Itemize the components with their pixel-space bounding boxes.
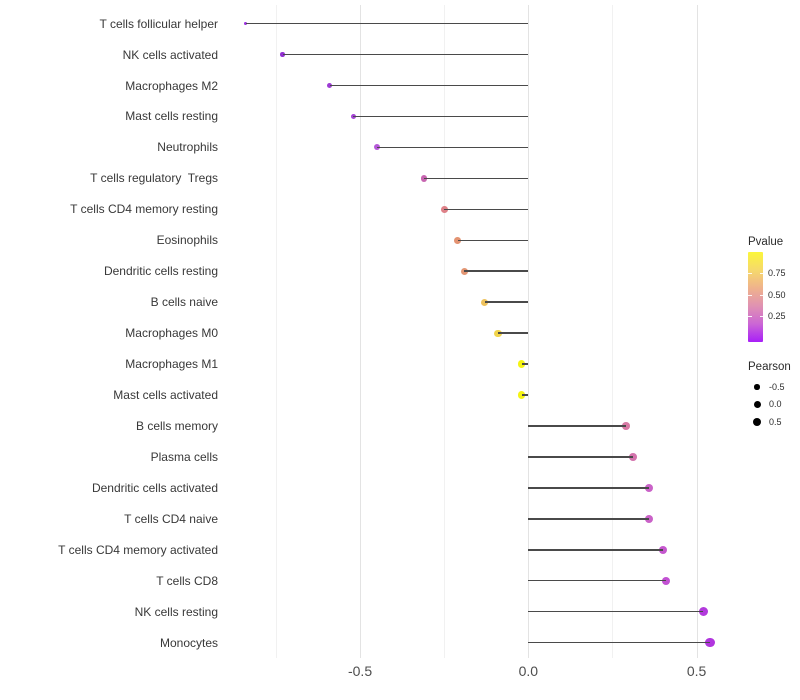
gridline-minor — [612, 5, 614, 658]
category-label: Eosinophils — [156, 233, 218, 248]
lollipop-dot — [645, 514, 654, 523]
gridline-minor — [444, 5, 446, 658]
lollipop-dot — [517, 391, 526, 399]
pearson-size-label: 0.0 — [769, 399, 782, 409]
colorbar-tick-label: 0.75 — [768, 268, 786, 279]
category-label: T cells CD8 — [156, 573, 218, 588]
category-label: T cells CD4 memory resting — [70, 202, 218, 217]
category-label: Monocytes — [159, 635, 218, 650]
colorbar-tick-mark — [748, 273, 752, 275]
lollipop-dot — [420, 175, 428, 182]
lollipop-stem — [484, 301, 529, 303]
pearson-size-label: -0.5 — [769, 381, 785, 392]
colorbar-tick-mark — [748, 315, 752, 317]
category-label: Neutrophils — [157, 140, 218, 155]
category-label: Macrophages M0 — [125, 326, 218, 341]
colorbar-tick-label: 0.50 — [768, 289, 786, 300]
category-label: Plasma cells — [150, 449, 218, 464]
lollipop-stem — [528, 456, 633, 458]
lollipop-stem — [528, 487, 650, 489]
lollipop-stem — [464, 270, 529, 272]
lollipop-dot — [705, 638, 715, 648]
gridline-major — [360, 5, 362, 658]
lollipop-stem — [528, 425, 626, 427]
lollipop-stem — [282, 53, 529, 56]
category-label: T cells follicular helper — [99, 16, 219, 31]
lollipop-stem — [498, 332, 529, 334]
category-label: NK cells activated — [122, 47, 218, 62]
category-label: Mast cells resting — [125, 109, 218, 124]
gridline-major — [528, 5, 530, 658]
lollipop-dot — [658, 545, 667, 554]
category-label: T cells CD4 memory activated — [58, 542, 218, 557]
gridline-major — [696, 5, 698, 658]
colorbar-tick-mark — [748, 294, 752, 296]
category-label: B cells memory — [135, 418, 218, 433]
x-tick-label: -0.5 — [347, 663, 373, 679]
lollipop-dot — [622, 422, 630, 430]
category-label: Mast cells activated — [113, 388, 218, 402]
x-tick-label: 0.5 — [686, 663, 707, 679]
category-label: T cells regulatory Tregs — [90, 171, 218, 186]
colorbar-tick-mark — [759, 294, 763, 296]
lollipop-dot — [698, 607, 708, 617]
lollipop-stem — [528, 518, 650, 520]
lollipop-stem — [457, 239, 529, 241]
gridline-minor — [275, 5, 277, 658]
lollipop-dot — [517, 360, 526, 368]
colorbar-tick-label: 0.25 — [768, 310, 786, 321]
category-label: Macrophages M2 — [125, 78, 218, 93]
lollipop-stem — [521, 363, 529, 365]
pearson-legend-title: Pearson — [748, 361, 791, 373]
pearson-size-label: 0.5 — [769, 416, 782, 427]
lollipop-stem — [376, 146, 529, 149]
pvalue-colorbar — [748, 252, 763, 342]
x-tick-label: 0.0 — [518, 663, 539, 679]
lollipop-stem — [528, 549, 663, 551]
pearson-size-dot — [754, 384, 760, 390]
pearson-size-dot — [753, 401, 761, 408]
category-label: NK cells resting — [134, 604, 218, 619]
category-label: Dendritic cells resting — [103, 264, 218, 279]
lollipop-dot — [645, 483, 654, 492]
lollipop-stem — [528, 610, 704, 613]
category-label: B cells naive — [150, 295, 218, 310]
lollipop-stem — [528, 579, 667, 582]
pearson-size-dot — [752, 417, 762, 427]
category-label: Dendritic cells activated — [91, 480, 218, 495]
colorbar-tick-mark — [759, 273, 763, 275]
lollipop-stem — [444, 208, 529, 211]
lollipop-stem — [423, 177, 529, 180]
lollipop-stem — [245, 22, 529, 25]
category-label: Macrophages M1 — [125, 357, 218, 372]
pvalue-legend-title: Pvalue — [748, 236, 784, 248]
lollipop-dot — [662, 576, 671, 585]
lollipop-stem — [329, 84, 529, 87]
lollipop-stem — [353, 115, 529, 118]
lollipop-dot — [440, 205, 448, 213]
lollipop-stem — [528, 641, 710, 644]
lollipop-stem — [521, 394, 529, 396]
category-label: T cells CD4 naive — [124, 511, 218, 526]
colorbar-tick-mark — [759, 315, 763, 317]
